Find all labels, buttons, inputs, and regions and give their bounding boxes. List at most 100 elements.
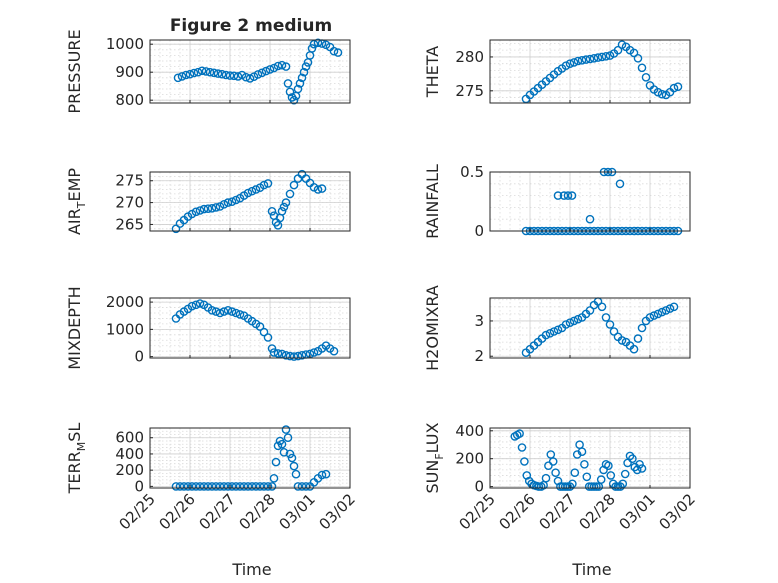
data-point [223,482,233,491]
axes-frame [489,297,691,359]
data-point [257,68,267,78]
data-point [573,314,583,324]
y-tick-label: 800 [115,91,144,109]
data-point [617,336,627,345]
data-point [289,461,299,471]
data-point [267,206,277,216]
data-point [618,479,628,489]
data-point [251,482,261,491]
data-point [649,311,659,320]
data-point [203,204,213,213]
data-point [231,482,241,491]
data-point [247,186,257,196]
y-tick-label: 1000 [106,35,144,53]
data-point [592,482,601,491]
data-point [559,191,569,200]
y-axis-label-main: SUN [423,460,442,494]
data-point [211,203,221,212]
data-point [281,198,291,207]
data-point [601,52,611,61]
y-tick-label: 400 [455,422,484,440]
h2omixra-panel: 2 3 H2OMIXRA [423,285,691,371]
data-point [283,79,293,88]
data-point [255,482,265,491]
y-axis-label: H2OMIXRA [423,285,442,371]
data-point [195,299,205,308]
y-tick-label: 200 [115,461,144,479]
data-point [534,482,544,491]
data-point [553,191,563,200]
data-point [593,53,603,62]
data-point [297,482,307,491]
data-point [299,67,309,77]
x-tick-label: 02/27 [196,490,239,533]
data-point [673,82,683,91]
y-tick-label: 400 [115,445,144,463]
data-point [569,316,579,326]
axes-frame [149,39,351,104]
data-point [609,327,619,336]
data-point [219,199,229,209]
data-point [211,307,221,316]
x-tick-label: 02/25 [456,490,499,533]
pressure-panel: 800 900 1000 PRESSURE [65,29,351,114]
y-tick-label: 0.5 [460,163,484,181]
y-axis-label: RAINFALL [423,164,442,239]
data-point [267,482,277,491]
data-point [263,482,273,491]
y-axis-label-subscript: F [433,453,446,459]
data-point [629,344,639,354]
data-point [669,302,679,312]
data-point [596,475,606,484]
axes-frame [149,297,351,359]
data-point [548,457,558,466]
data-point [259,180,269,190]
data-point [279,447,289,457]
data-point [265,65,275,74]
data-point [261,66,271,76]
axes-frame [149,427,351,489]
data-point [231,308,241,318]
x-tick-label: 03/02 [656,490,699,533]
data-point [628,454,637,464]
data-series [521,40,683,104]
data-point [653,309,663,319]
y-tick-label: 275 [455,82,484,100]
y-tick-label: 3 [474,312,484,330]
data-point [231,195,241,205]
data-point [549,327,559,336]
data-point [285,449,295,459]
x-tick-label: 03/01 [616,490,659,533]
data-point [297,73,307,83]
data-point [179,482,189,491]
data-point [565,318,575,328]
data-point [321,469,331,479]
data-point [273,441,283,451]
data-point [183,482,193,491]
data-point [641,73,651,82]
data-point [193,67,203,77]
data-point [289,180,299,190]
data-point [207,203,217,213]
data-point [289,95,299,105]
data-point [185,69,195,79]
data-point [657,89,667,99]
y-tick-label: 2 [474,347,484,365]
data-point [175,482,185,491]
y-tick-label: 1000 [106,320,144,338]
data-point [317,470,327,480]
data-point [189,68,199,78]
data-point [295,79,305,88]
data-point [317,184,327,193]
data-point [329,46,339,56]
x-tick-label: 02/28 [576,490,619,533]
data-point [223,198,233,207]
data-point [219,307,229,316]
data-point [263,333,273,342]
data-point [245,74,255,83]
y-tick-label: 900 [115,63,144,81]
data-point [313,185,323,194]
x-tick-label: 02/25 [116,490,159,533]
y-axis-label-rest: EMP [65,168,84,202]
